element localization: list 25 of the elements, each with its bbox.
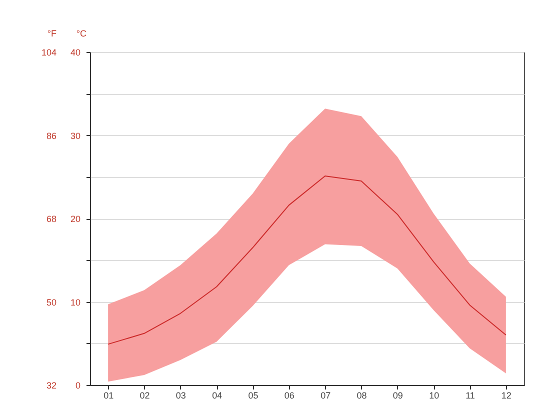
x-tick-label: 11 (466, 390, 475, 400)
y-tick-label: 30 (70, 130, 80, 141)
y2-tick-label: 50 (46, 297, 56, 308)
y2-axis-title: °F (47, 28, 57, 38)
y2-tick-label: 32 (46, 380, 56, 390)
x-tick-label: 06 (284, 390, 294, 400)
x-tick-label: 03 (176, 390, 186, 400)
y-tick-label: 20 (70, 214, 80, 224)
y2-tick-label: 68 (46, 214, 56, 224)
x-tick-label: 08 (356, 390, 367, 400)
y-tick-label: 10 (70, 297, 80, 308)
x-tick-label: 02 (140, 390, 150, 400)
x-tick-label: 07 (320, 390, 331, 400)
x-tick-label: 01 (104, 390, 114, 400)
y2-tick-label: 104 (41, 48, 56, 58)
y-axis-title: °C (76, 28, 87, 38)
x-tick-label: 04 (212, 390, 222, 400)
x-tick-label: 09 (392, 390, 403, 400)
y-tick-label: 40 (70, 48, 80, 58)
x-tick-label: 10 (429, 390, 440, 400)
x-tick-label: 05 (248, 390, 258, 400)
x-tick-label: 12 (501, 390, 512, 400)
line-series (108, 176, 506, 345)
y-tick-label: 0 (75, 380, 80, 390)
y2-tick-label: 86 (46, 130, 56, 141)
